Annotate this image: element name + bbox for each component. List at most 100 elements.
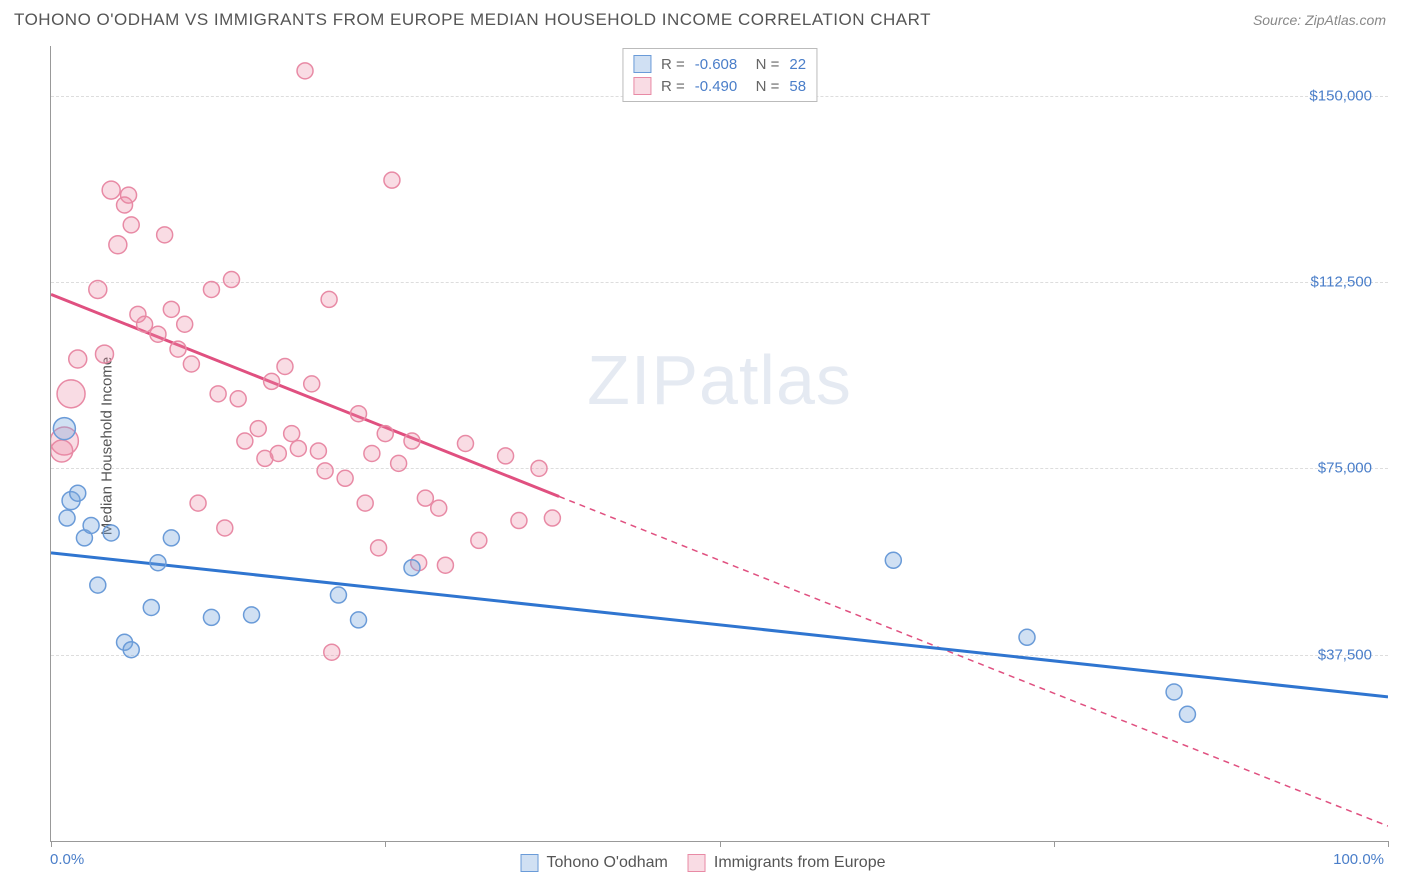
swatch-series2: [633, 77, 651, 95]
chart-plot-area: ZIPatlas R = -0.608 N = 22 R = -0.490 N …: [50, 46, 1388, 842]
legend-label-2: Immigrants from Europe: [714, 854, 886, 872]
series-legend: Tohono O'odham Immigrants from Europe: [521, 854, 886, 872]
data-point: [270, 445, 286, 461]
data-point: [210, 386, 226, 402]
data-point: [170, 341, 186, 357]
data-point: [109, 236, 127, 254]
n-value-2: 58: [789, 78, 806, 95]
data-point: [157, 227, 173, 243]
swatch-series2-icon: [688, 854, 706, 872]
data-point: [121, 187, 137, 203]
data-point: [351, 406, 367, 422]
data-point: [137, 316, 153, 332]
data-point: [357, 495, 373, 511]
data-point: [57, 380, 85, 408]
legend-label-1: Tohono O'odham: [547, 854, 668, 872]
data-point: [89, 280, 107, 298]
data-point: [95, 345, 113, 363]
x-tick-max: 100.0%: [1333, 851, 1384, 868]
n-label: N =: [747, 56, 779, 73]
chart-source: Source: ZipAtlas.com: [1253, 12, 1386, 28]
data-point: [163, 530, 179, 546]
data-point: [190, 495, 206, 511]
data-point: [217, 520, 233, 536]
data-point: [351, 612, 367, 628]
data-point: [885, 552, 901, 568]
data-point: [59, 510, 75, 526]
r-value-2: -0.490: [695, 78, 738, 95]
data-point: [404, 433, 420, 449]
legend-row-series1: R = -0.608 N = 22: [633, 53, 806, 75]
data-point: [277, 358, 293, 374]
data-point: [150, 326, 166, 342]
chart-header: TOHONO O'ODHAM VS IMMIGRANTS FROM EUROPE…: [0, 0, 1406, 36]
data-point: [51, 440, 73, 462]
data-point: [70, 485, 86, 501]
data-point: [203, 281, 219, 297]
n-value-1: 22: [789, 56, 806, 73]
data-point: [284, 426, 300, 442]
data-point: [324, 644, 340, 660]
data-point: [183, 356, 199, 372]
data-point: [53, 418, 75, 440]
chart-title: TOHONO O'ODHAM VS IMMIGRANTS FROM EUROPE…: [14, 10, 931, 30]
r-label: R =: [661, 56, 685, 73]
trendline-dashed: [559, 496, 1388, 826]
data-point: [391, 455, 407, 471]
legend-row-series2: R = -0.490 N = 58: [633, 75, 806, 97]
data-point: [511, 513, 527, 529]
swatch-series1-icon: [521, 854, 539, 872]
data-point: [471, 532, 487, 548]
x-tick-mark: [1054, 841, 1055, 847]
data-point: [83, 517, 99, 533]
data-point: [304, 376, 320, 392]
data-point: [123, 217, 139, 233]
r-value-1: -0.608: [695, 56, 738, 73]
data-point: [377, 426, 393, 442]
data-point: [150, 555, 166, 571]
x-tick-mark: [385, 841, 386, 847]
data-point: [290, 440, 306, 456]
scatter-plot-svg: [51, 46, 1388, 841]
trendline-solid: [51, 294, 559, 496]
n-label: N =: [747, 78, 779, 95]
data-point: [143, 599, 159, 615]
data-point: [237, 433, 253, 449]
data-point: [337, 470, 353, 486]
data-point: [177, 316, 193, 332]
source-value: ZipAtlas.com: [1305, 12, 1386, 28]
data-point: [223, 272, 239, 288]
x-tick-min: 0.0%: [50, 851, 84, 868]
x-tick-mark: [1388, 841, 1389, 847]
r-label: R =: [661, 78, 685, 95]
trendline-solid: [51, 553, 1388, 697]
legend-item-2: Immigrants from Europe: [688, 854, 886, 872]
legend-item-1: Tohono O'odham: [521, 854, 668, 872]
data-point: [244, 607, 260, 623]
data-point: [297, 63, 313, 79]
data-point: [371, 540, 387, 556]
data-point: [264, 373, 280, 389]
data-point: [321, 291, 337, 307]
data-point: [163, 301, 179, 317]
data-point: [102, 181, 120, 199]
data-point: [1019, 629, 1035, 645]
data-point: [317, 463, 333, 479]
swatch-series1: [633, 55, 651, 73]
data-point: [417, 490, 433, 506]
data-point: [437, 557, 453, 573]
x-tick-mark: [51, 841, 52, 847]
data-point: [544, 510, 560, 526]
data-point: [90, 577, 106, 593]
data-point: [457, 436, 473, 452]
data-point: [1166, 684, 1182, 700]
source-label: Source:: [1253, 12, 1305, 28]
data-point: [384, 172, 400, 188]
data-point: [364, 445, 380, 461]
data-point: [310, 443, 326, 459]
data-point: [1179, 706, 1195, 722]
data-point: [103, 525, 119, 541]
data-point: [250, 421, 266, 437]
correlation-legend: R = -0.608 N = 22 R = -0.490 N = 58: [622, 48, 817, 102]
data-point: [431, 500, 447, 516]
